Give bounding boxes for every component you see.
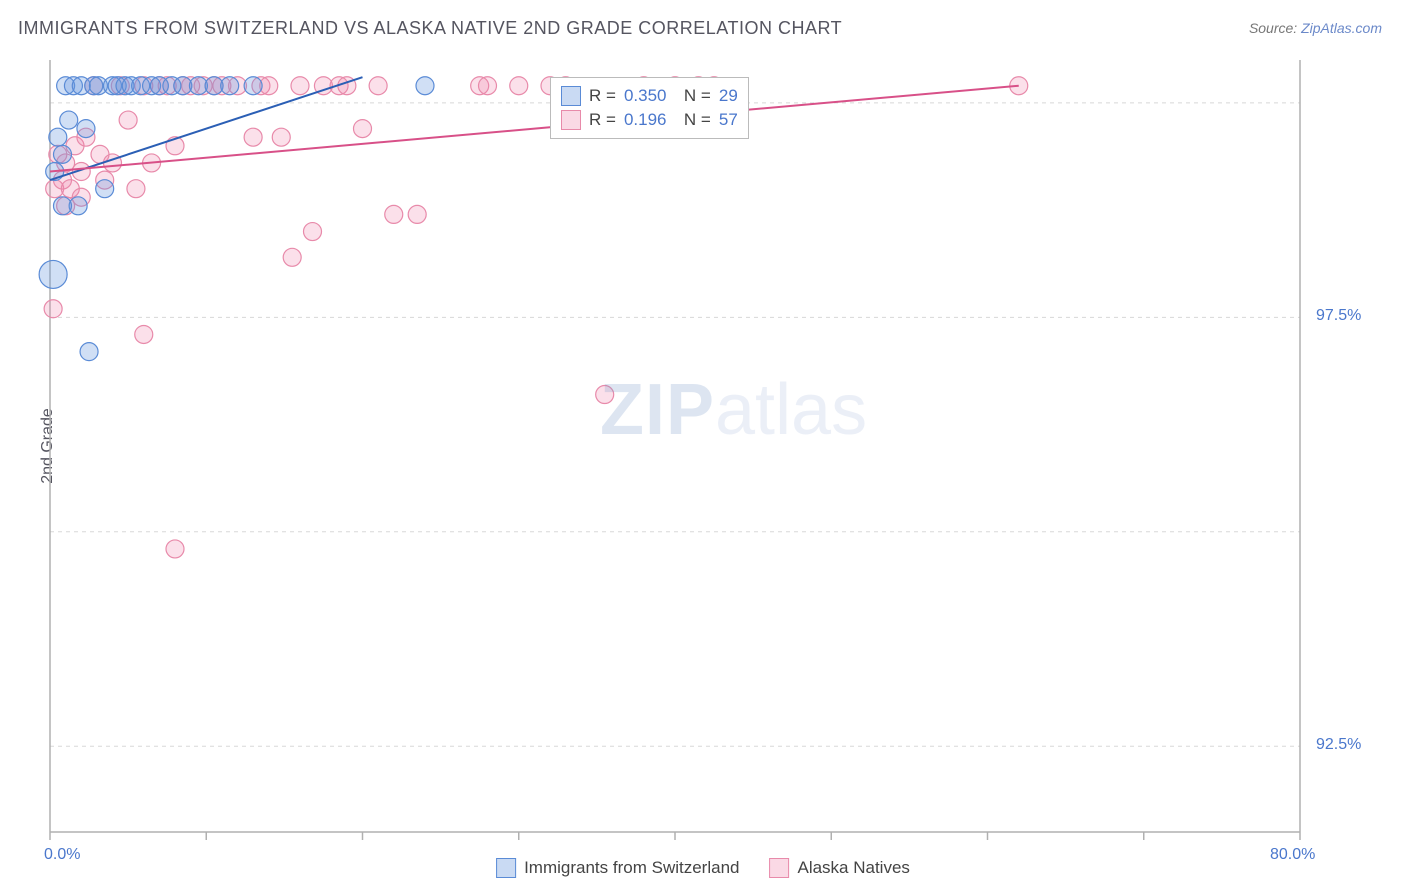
n-label: N = — [674, 86, 710, 106]
swatch-pink — [769, 858, 789, 878]
legend-row-pink: R = 0.196 N = 57 — [561, 108, 738, 132]
legend-item-blue: Immigrants from Switzerland — [496, 858, 739, 878]
chart-title: IMMIGRANTS FROM SWITZERLAND VS ALASKA NA… — [18, 18, 842, 39]
source-link[interactable]: ZipAtlas.com — [1301, 20, 1382, 36]
swatch-blue — [496, 858, 516, 878]
y-tick-label: 97.5% — [1316, 307, 1361, 325]
source-attribution: Source: ZipAtlas.com — [1249, 20, 1382, 36]
n-value-pink: 57 — [719, 110, 738, 130]
r-label: R = — [589, 86, 616, 106]
chart-container: IMMIGRANTS FROM SWITZERLAND VS ALASKA NA… — [0, 0, 1406, 892]
bottom-legend: Immigrants from Switzerland Alaska Nativ… — [496, 858, 910, 878]
plot-area: ZIPatlas R = 0.350 N = 29 R = 0.196 N = … — [50, 60, 1300, 832]
swatch-blue — [561, 86, 581, 106]
source-label: Source: — [1249, 20, 1301, 36]
legend-label-pink: Alaska Natives — [797, 858, 909, 878]
r-value-blue: 0.350 — [624, 86, 667, 106]
correlation-legend: R = 0.350 N = 29 R = 0.196 N = 57 — [550, 77, 749, 139]
y-tick-label: 92.5% — [1316, 736, 1361, 754]
r-label: R = — [589, 110, 616, 130]
legend-row-blue: R = 0.350 N = 29 — [561, 84, 738, 108]
x-tick-label: 0.0% — [44, 846, 80, 864]
n-value-blue: 29 — [719, 86, 738, 106]
legend-label-blue: Immigrants from Switzerland — [524, 858, 739, 878]
x-tick-label: 80.0% — [1270, 846, 1315, 864]
plot-svg — [50, 60, 1300, 832]
legend-item-pink: Alaska Natives — [769, 858, 909, 878]
swatch-pink — [561, 110, 581, 130]
n-label: N = — [674, 110, 710, 130]
r-value-pink: 0.196 — [624, 110, 667, 130]
